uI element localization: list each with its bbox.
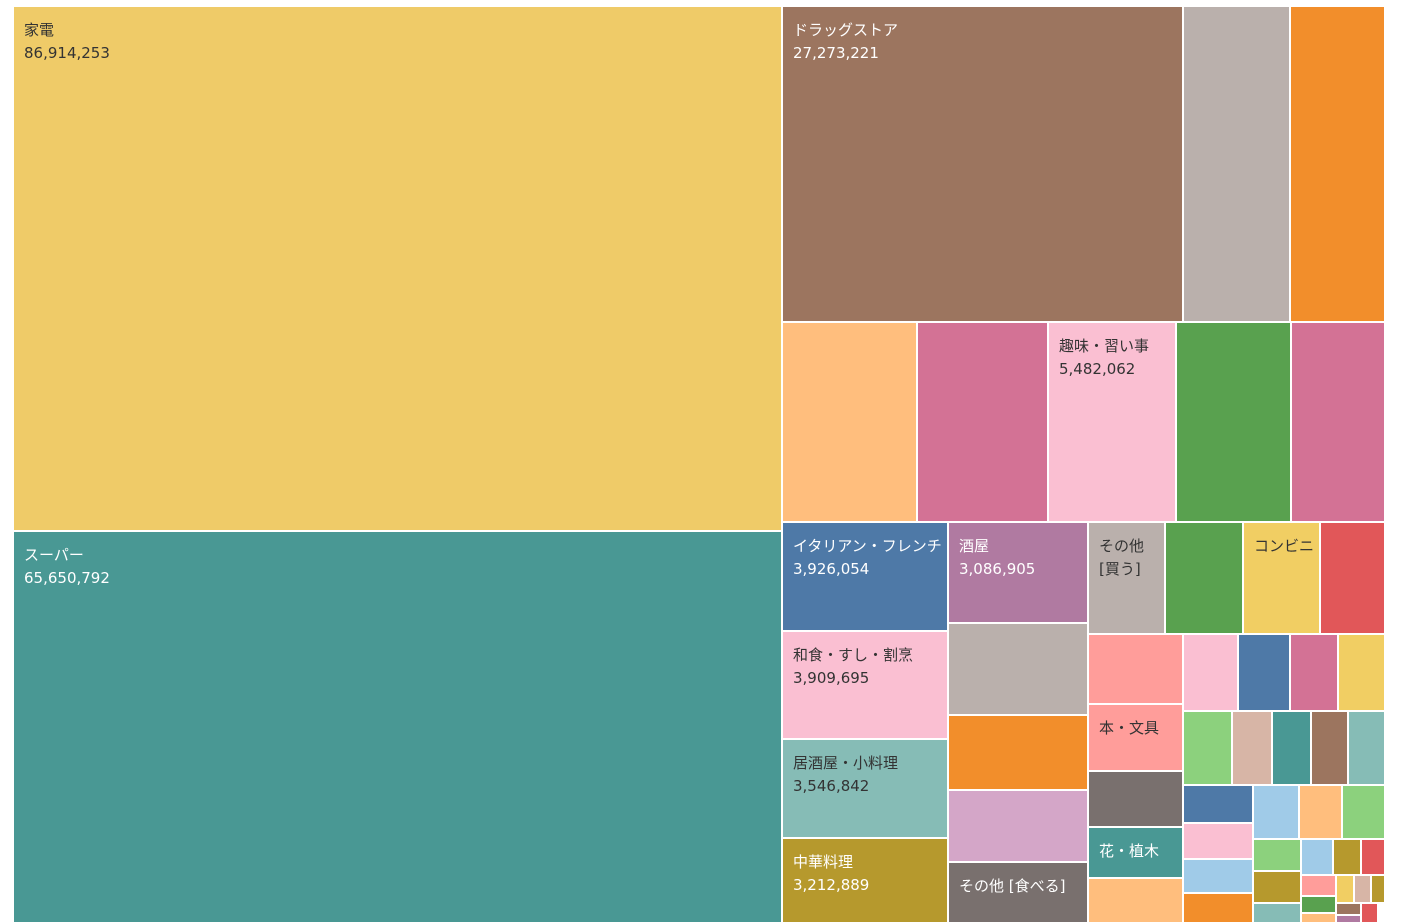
cell-label: 居酒屋・小料理 3,546,842: [793, 752, 943, 798]
value-label: 65,650,792: [24, 569, 110, 587]
treemap-cell: [917, 322, 1048, 522]
treemap-cell: [1088, 634, 1183, 704]
treemap-cell: 和食・すし・割烹 3,909,695: [782, 631, 948, 739]
treemap-cell: イタリアン・フレンチ 3,926,054: [782, 522, 948, 631]
treemap-cell: [1232, 711, 1272, 785]
cell-label: 趣味・習い事 5,482,062: [1059, 335, 1171, 381]
treemap-cell: [1333, 839, 1361, 875]
category-label: ドラッグストア: [793, 21, 899, 39]
treemap-cell: [1336, 915, 1361, 923]
treemap-cell: [1183, 823, 1253, 859]
treemap-cell: [1301, 839, 1333, 875]
treemap-cell: 居酒屋・小料理 3,546,842: [782, 739, 948, 838]
treemap-cell: [782, 322, 917, 522]
treemap-cell: コンビニ: [1243, 522, 1320, 634]
treemap-cell: [1165, 522, 1243, 634]
treemap-cell: [1183, 634, 1238, 711]
category-label: 家電: [24, 21, 55, 39]
treemap-cell: [1291, 322, 1385, 522]
treemap-cell: [948, 790, 1088, 862]
treemap-cell: [1253, 785, 1299, 839]
treemap-cell: [1361, 839, 1385, 875]
treemap-cell: [1371, 875, 1385, 903]
value-label: 5,482,062: [1059, 360, 1136, 378]
treemap-cell: [1336, 875, 1354, 903]
treemap-cell: [1301, 875, 1336, 896]
value-label: 3,546,842: [793, 777, 870, 795]
treemap-cell: [948, 623, 1088, 715]
treemap-cell: [1088, 878, 1183, 923]
category-label: その他 [食べる]: [959, 877, 1066, 895]
category-label: コンビニ: [1254, 537, 1315, 555]
treemap-cell: [1183, 893, 1253, 923]
treemap-cell: [1253, 903, 1301, 923]
value-label: 3,086,905: [959, 560, 1036, 578]
treemap-cell: [1253, 839, 1301, 871]
cell-label: イタリアン・フレンチ 3,926,054: [793, 535, 943, 581]
cell-label: 和食・すし・割烹 3,909,695: [793, 644, 943, 690]
treemap-cell: 花・植木: [1088, 827, 1183, 878]
treemap-cell: 本・文具: [1088, 704, 1183, 771]
treemap-cell: [1183, 711, 1232, 785]
treemap-cell: [1290, 6, 1385, 322]
value-label: 3,926,054: [793, 560, 870, 578]
treemap-cell: [1176, 322, 1291, 522]
treemap-cell: [1253, 871, 1301, 903]
treemap-cell: [1361, 903, 1378, 923]
cell-label: 中華料理 3,212,889: [793, 851, 943, 897]
category-label: 本・文具: [1099, 719, 1160, 737]
value-label: 3,909,695: [793, 669, 870, 687]
treemap-cell: [1290, 634, 1338, 711]
category-label: イタリアン・フレンチ: [793, 537, 942, 555]
cell-label: 酒屋 3,086,905: [959, 535, 1083, 581]
cell-label: その他 [買う]: [1099, 535, 1160, 581]
treemap-cell: [1354, 875, 1371, 903]
cell-label: 花・植木: [1099, 840, 1178, 863]
value-label: 3,212,889: [793, 876, 870, 894]
category-label: 趣味・習い事: [1059, 337, 1150, 355]
cell-label: スーパー 65,650,792: [24, 544, 777, 590]
treemap-cell: [948, 715, 1088, 790]
treemap-cell: [1320, 522, 1385, 634]
cell-label: その他 [食べる]: [959, 875, 1083, 898]
treemap-cell: その他 [買う]: [1088, 522, 1165, 634]
value-label: 86,914,253: [24, 44, 110, 62]
category-label: 花・植木: [1099, 842, 1160, 860]
cell-label: コンビニ: [1254, 535, 1315, 558]
treemap-cell: スーパー 65,650,792: [13, 531, 782, 923]
treemap-cell: [1311, 711, 1348, 785]
treemap-cell: ドラッグストア 27,273,221: [782, 6, 1183, 322]
treemap-cell: [1301, 913, 1336, 923]
category-label: 酒屋: [959, 537, 990, 555]
category-label: 中華料理: [793, 853, 854, 871]
treemap-cell: 趣味・習い事 5,482,062: [1048, 322, 1176, 522]
cell-label: 本・文具: [1099, 717, 1178, 740]
category-label: その他 [買う]: [1099, 537, 1145, 578]
treemap-cell: [1183, 6, 1290, 322]
cell-label: ドラッグストア 27,273,221: [793, 19, 1178, 65]
treemap-cell: 家電 86,914,253: [13, 6, 782, 531]
value-label: 27,273,221: [793, 44, 879, 62]
treemap-cell: [1336, 903, 1361, 915]
treemap-cell: [1338, 634, 1385, 711]
treemap-cell: [1238, 634, 1290, 711]
treemap-cell: その他 [食べる]: [948, 862, 1088, 923]
treemap-cell: [1272, 711, 1311, 785]
category-label: スーパー: [24, 546, 84, 564]
treemap-cell: [1348, 711, 1385, 785]
category-label: 和食・すし・割烹: [793, 646, 914, 664]
treemap-cell: [1301, 896, 1336, 913]
treemap-cell: 酒屋 3,086,905: [948, 522, 1088, 623]
treemap-cell: [1342, 785, 1385, 839]
treemap-cell: [1183, 785, 1253, 823]
treemap-cell: 中華料理 3,212,889: [782, 838, 948, 923]
category-label: 居酒屋・小料理: [793, 754, 899, 772]
treemap-cell: [1299, 785, 1342, 839]
treemap-cell: [1183, 859, 1253, 893]
cell-label: 家電 86,914,253: [24, 19, 777, 65]
treemap-cell: [1088, 771, 1183, 827]
